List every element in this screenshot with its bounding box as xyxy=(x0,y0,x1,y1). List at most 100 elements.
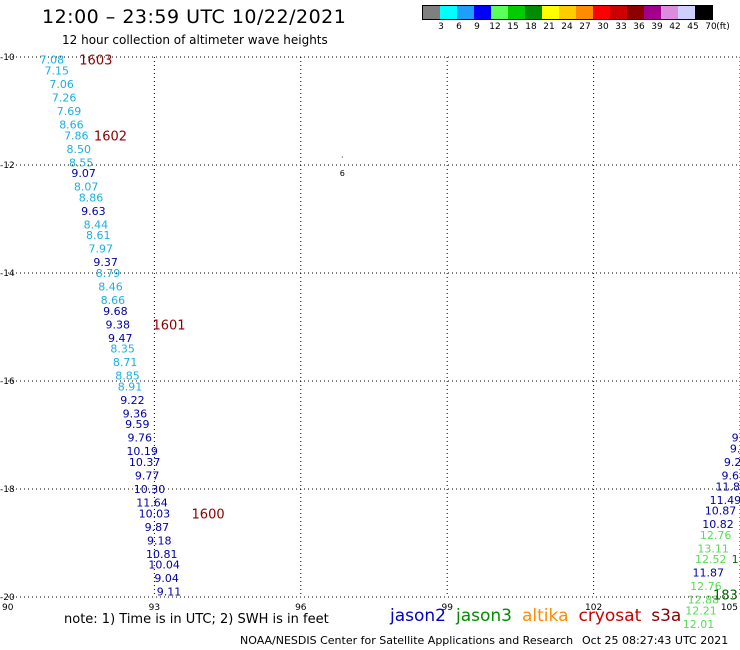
time-label: 1603 xyxy=(79,54,112,69)
color-swatch xyxy=(508,6,525,19)
color-scale-label: 6 xyxy=(456,22,462,32)
wave-height-point: 10.81 xyxy=(146,548,178,561)
color-scale-label: 27 xyxy=(579,22,591,32)
color-scale-label: 42 xyxy=(669,22,681,32)
credit-timestamp: Oct 25 08:27:43 UTC 2021 xyxy=(582,634,729,647)
color-scale-label: 18 xyxy=(525,22,537,32)
color-swatch xyxy=(695,6,712,19)
legend-entry-s3a: s3a xyxy=(651,606,682,626)
color-scale-label: 39 xyxy=(651,22,663,32)
y-tick-label: -16 xyxy=(0,377,15,387)
wave-height-point: 10.87 xyxy=(705,505,737,518)
color-swatch xyxy=(610,6,627,19)
wave-height-point: 10.82 xyxy=(702,518,734,531)
wave-height-point: 7.08 xyxy=(40,54,65,67)
wave-height-point: 12.52 xyxy=(695,553,727,566)
wave-height-point: 7.97 xyxy=(88,243,113,256)
wave-height-point: 9.37 xyxy=(93,256,118,269)
wave-height-point: 13.11 xyxy=(697,542,729,555)
wave-height-point: 8.55 xyxy=(69,156,94,169)
wave-height-point: 8.71 xyxy=(113,356,138,369)
color-swatch xyxy=(627,6,644,19)
wave-height-point: 8.85 xyxy=(115,370,140,383)
color-scale-label: 3 xyxy=(438,22,444,32)
footer-note: note: 1) Time is in UTC; 2) SWH is in fe… xyxy=(64,612,329,627)
wave-height-point: 8.07 xyxy=(74,181,99,194)
color-swatch xyxy=(542,6,559,19)
y-tick-label: -20 xyxy=(0,593,15,603)
wave-height-point: 10.04 xyxy=(148,559,180,572)
wave-height-point: 9.04 xyxy=(154,572,179,585)
color-swatch xyxy=(525,6,542,19)
wave-height-point: 12.88 xyxy=(688,594,720,607)
color-scale-swatches xyxy=(422,5,713,20)
legend-entry-cryosat: cryosat xyxy=(578,606,642,626)
x-tick-label: 105 xyxy=(721,603,738,613)
color-swatch xyxy=(440,6,457,19)
y-tick-label: -14 xyxy=(0,269,15,279)
color-scale-label: 24 xyxy=(561,22,573,32)
wave-height-point: 8.66 xyxy=(59,119,84,132)
y-tick-label: -10 xyxy=(0,53,15,63)
legend-entry-jason3: jason3 xyxy=(456,606,512,626)
color-swatch xyxy=(576,6,593,19)
wave-height-point: 9.68 xyxy=(103,305,128,318)
wave-height-point: 9 xyxy=(732,432,739,445)
small-mark: 6 xyxy=(340,169,345,178)
legend-entry-altika: altika xyxy=(522,606,569,626)
wave-height-point: 11.87 xyxy=(693,567,725,580)
wave-height-point: 9.38 xyxy=(106,318,131,331)
wave-height-point: 9.63 xyxy=(81,205,106,218)
x-tick-label: 99 xyxy=(441,603,453,613)
wave-height-point: 8.91 xyxy=(118,380,143,393)
color-swatch xyxy=(678,6,695,19)
wave-height-point: 9.2 xyxy=(724,456,740,469)
color-swatch xyxy=(457,6,474,19)
wave-height-point: 9. xyxy=(730,443,740,456)
wave-height-point: 12.01 xyxy=(683,618,715,631)
wave-height-point: 10.37 xyxy=(129,456,161,469)
wave-height-point: 9.6 xyxy=(721,470,739,483)
x-tick-label: 96 xyxy=(295,603,307,613)
color-scale-label: 36 xyxy=(633,22,645,32)
color-scale-label: 9 xyxy=(474,22,480,32)
wave-height-point: 8.86 xyxy=(79,191,104,204)
color-scale-label: 33 xyxy=(615,22,627,32)
y-tick-label: -18 xyxy=(0,485,15,495)
color-scale-label: 30 xyxy=(597,22,609,32)
wave-height-point: 9.77 xyxy=(135,470,160,483)
wave-height-point: 12.76 xyxy=(690,580,722,593)
time-label: 183 xyxy=(713,588,738,603)
wave-height-point: 8.79 xyxy=(96,267,121,280)
color-swatch xyxy=(491,6,508,19)
wave-height-point: 9.22 xyxy=(120,394,145,407)
wave-height-point: 9.87 xyxy=(145,521,170,534)
wave-height-point: 7.26 xyxy=(52,92,77,105)
x-tick-label: 90 xyxy=(2,603,14,613)
color-swatch xyxy=(661,6,678,19)
wave-height-point: 7.06 xyxy=(49,78,74,91)
wave-height-point: 10.03 xyxy=(139,507,171,520)
color-scale-label: 12 xyxy=(489,22,501,32)
wave-height-point: 11.49 xyxy=(710,494,740,507)
wave-height-point: 8.46 xyxy=(98,281,123,294)
wave-height-point: 9.59 xyxy=(125,418,150,431)
color-scale-label: 45 xyxy=(687,22,699,32)
color-scale-labels: 3 6 9 12 15 18 21 24 27 30 33 36 39 42 45 70 (ft) xyxy=(422,22,740,34)
color-scale-label: 70 xyxy=(705,22,717,32)
color-scale-label: 21 xyxy=(543,22,555,32)
time-label: 1600 xyxy=(192,507,225,522)
wave-height-point: 10.19 xyxy=(126,445,158,458)
wave-height-point: 8.35 xyxy=(110,343,135,356)
wave-height-point: 9.07 xyxy=(71,167,96,180)
wave-height-point: 8.50 xyxy=(67,143,92,156)
time-label: 1602 xyxy=(94,129,127,144)
wave-height-point: 11.8 xyxy=(716,480,740,493)
wave-height-point: 7.69 xyxy=(57,105,82,118)
color-swatch xyxy=(559,6,576,19)
color-scale-label: 15 xyxy=(507,22,519,32)
legend-entry-jason2: jason2 xyxy=(390,606,446,626)
wave-height-point: 8.66 xyxy=(101,294,126,307)
x-tick-label: 102 xyxy=(585,603,602,613)
